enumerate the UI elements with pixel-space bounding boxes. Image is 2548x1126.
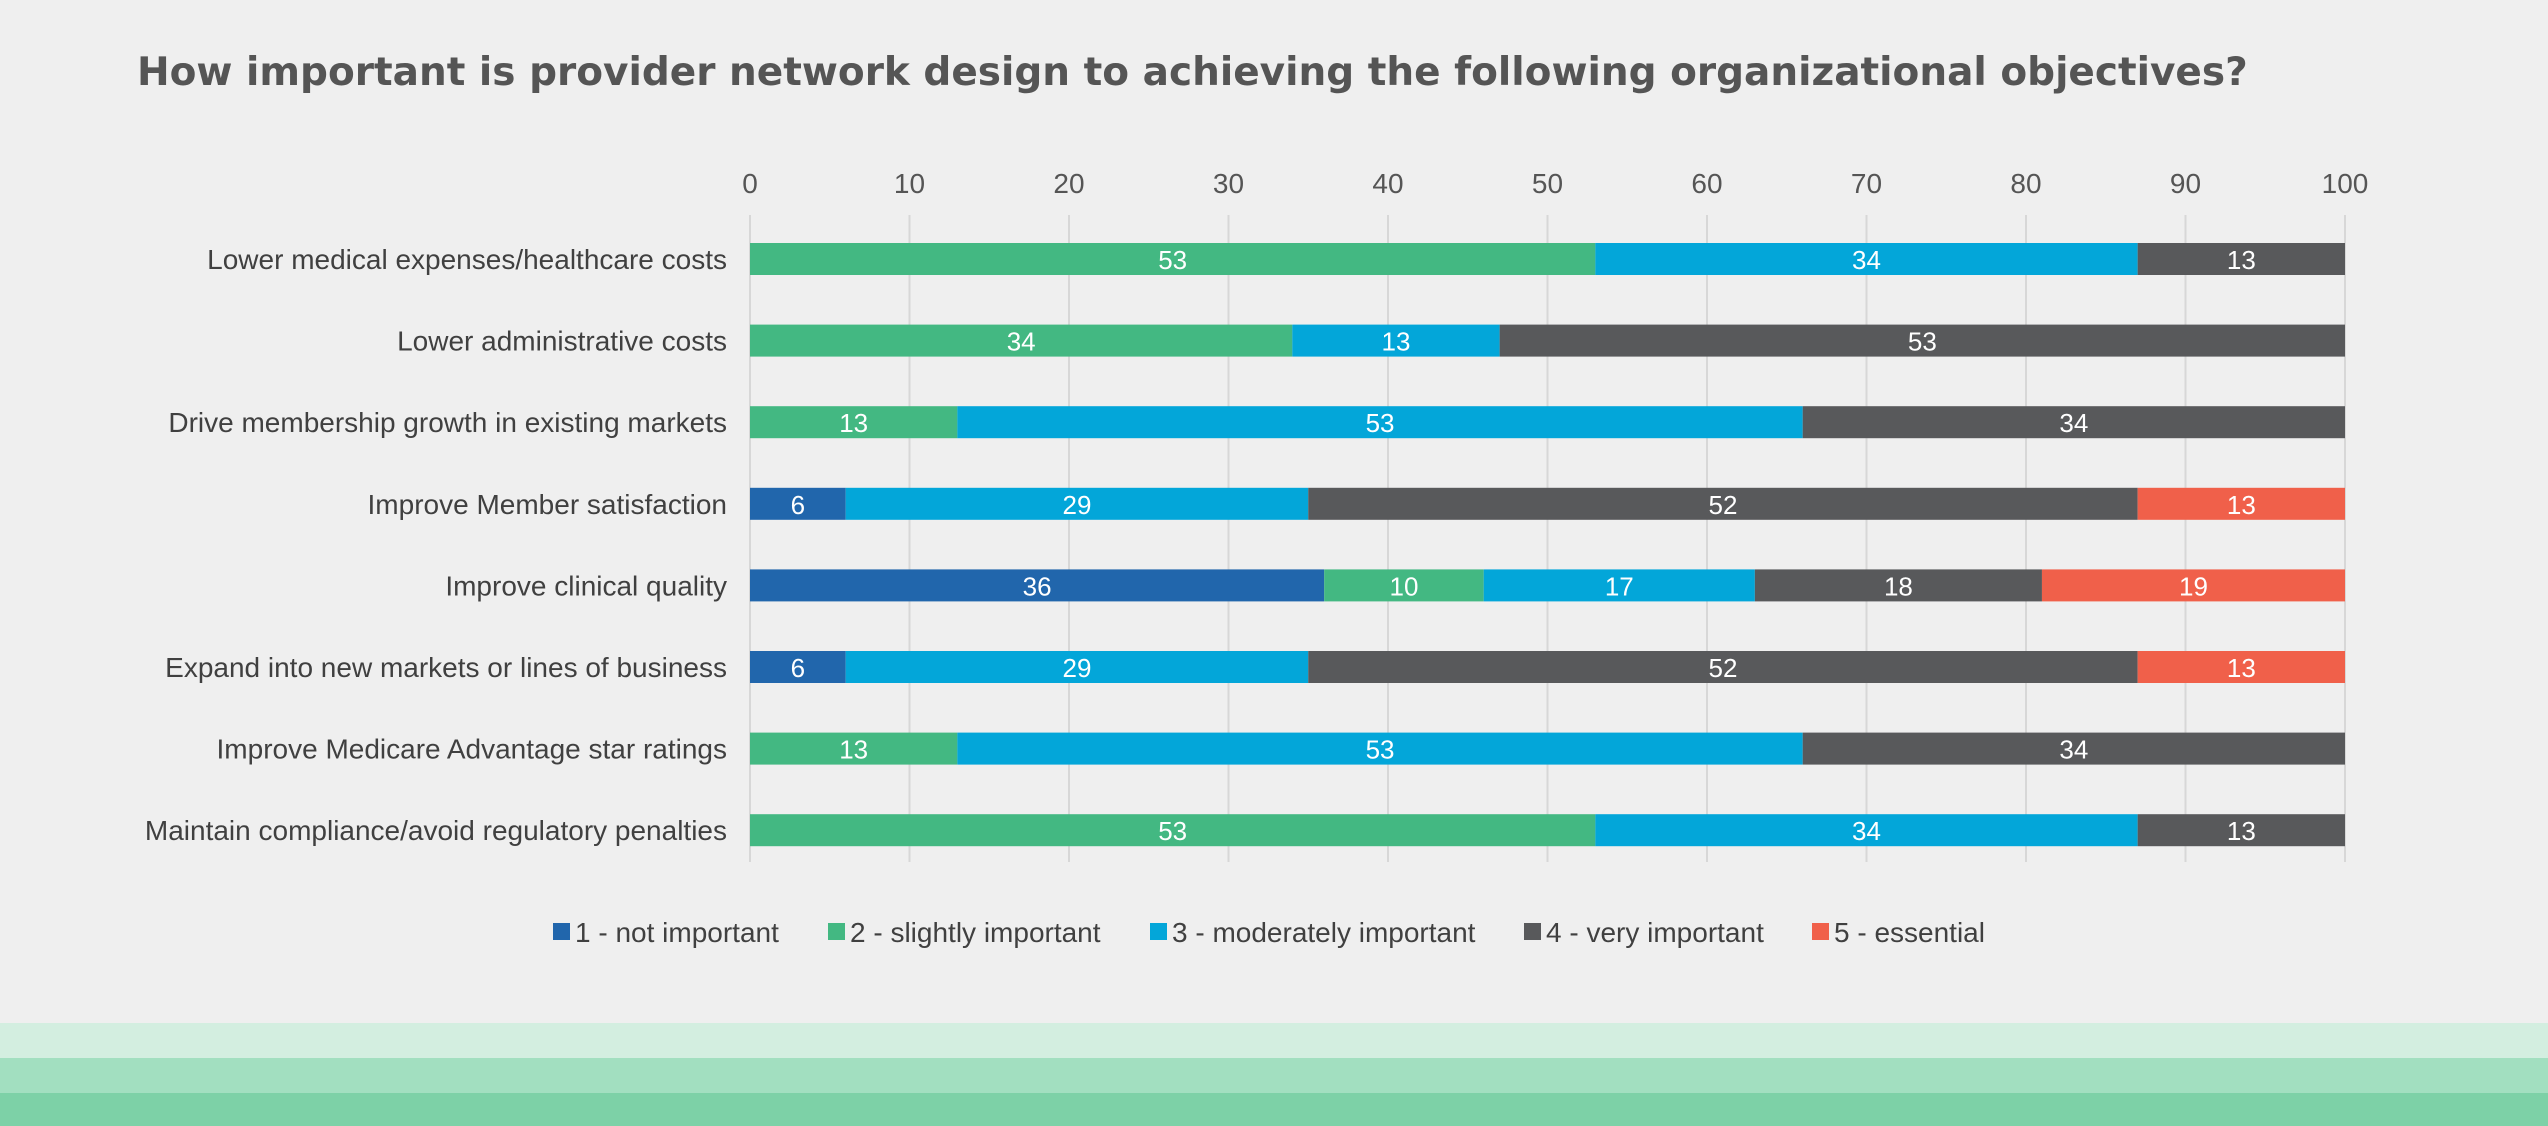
bar-segment [2137, 651, 2345, 683]
bar-segment [1292, 324, 1500, 357]
bar-segment [1308, 487, 2138, 520]
footer-band-dark [0, 1093, 2548, 1126]
legend-label: 5 - essential [1834, 917, 1985, 948]
legend-swatch [1812, 923, 1829, 940]
bar-segment [1595, 814, 2138, 847]
bar-segment [1754, 569, 2042, 602]
bar-segment [2137, 814, 2345, 847]
data-label: 13 [2227, 816, 2256, 846]
chart-title: How important is provider network design… [137, 50, 2248, 95]
x-tick-label: 50 [1532, 168, 1563, 199]
x-tick-label: 100 [2322, 168, 2369, 199]
legend-label: 3 - moderately important [1172, 917, 1476, 948]
bar-segment [750, 569, 1325, 602]
data-label: 53 [1908, 327, 1937, 357]
x-tick-label: 70 [1851, 168, 1882, 199]
data-label: 52 [1708, 653, 1737, 683]
data-label: 52 [1708, 490, 1737, 520]
legend-label: 2 - slightly important [850, 917, 1101, 948]
data-label: 19 [2179, 571, 2208, 601]
data-label: 53 [1366, 735, 1395, 765]
data-label: 13 [839, 408, 868, 438]
data-label: 34 [1007, 327, 1036, 357]
data-label: 34 [2059, 408, 2088, 438]
x-tick-label: 0 [742, 168, 758, 199]
legend-swatch [553, 923, 570, 940]
bar-segment [2041, 569, 2345, 602]
bar-segment [750, 406, 958, 439]
data-label: 13 [839, 735, 868, 765]
category-label: Improve clinical quality [445, 570, 727, 601]
legend-label: 4 - very important [1546, 917, 1764, 948]
footer-band-light [0, 1023, 2548, 1058]
data-label: 13 [2227, 245, 2256, 275]
legend: 1 - not important 2 - slightly important 3… [553, 917, 1985, 948]
data-label: 29 [1063, 490, 1092, 520]
gridlines [749, 215, 2346, 862]
bar-segment [1483, 569, 1755, 602]
legend-swatch [1150, 923, 1167, 940]
bar-segment [1308, 651, 2138, 683]
bar-segment [750, 732, 958, 765]
bar-segment [750, 324, 1293, 357]
data-label: 6 [791, 490, 805, 520]
data-label: 53 [1158, 816, 1187, 846]
x-axis-ticks: 0 10 20 30 40 50 60 70 80 90 100 [742, 168, 2368, 199]
legend-swatch [828, 923, 845, 940]
bar-segment [1595, 243, 2138, 275]
data-label: 13 [1382, 327, 1411, 357]
data-label: 36 [1023, 571, 1052, 601]
category-label: Expand into new markets or lines of busi… [165, 652, 727, 683]
category-label: Drive membership growth in existing mark… [168, 407, 727, 438]
bar-segment [845, 487, 1309, 520]
x-tick-label: 80 [2010, 168, 2041, 199]
legend-swatch [1524, 923, 1541, 940]
legend-label: 1 - not important [575, 917, 779, 948]
bar-segment [845, 651, 1309, 683]
bar-segment [957, 732, 1803, 765]
bar-segment [1802, 406, 2345, 439]
bar-segment [750, 487, 846, 520]
data-label: 18 [1884, 571, 1913, 601]
x-tick-label: 90 [2170, 168, 2201, 199]
data-label: 6 [791, 653, 805, 683]
x-tick-label: 60 [1691, 168, 1722, 199]
category-label: Lower administrative costs [397, 326, 727, 357]
bar-segment [750, 651, 846, 683]
x-tick-label: 20 [1053, 168, 1084, 199]
category-label: Improve Medicare Advantage star ratings [217, 734, 727, 765]
category-label: Improve Member satisfaction [368, 489, 727, 520]
category-label: Maintain compliance/avoid regulatory pen… [145, 815, 727, 846]
x-tick-label: 10 [894, 168, 925, 199]
bar-segment [2137, 243, 2345, 275]
data-label: 10 [1389, 571, 1418, 601]
data-label: 13 [2227, 490, 2256, 520]
bar-segment [1802, 732, 2345, 765]
category-label: Lower medical expenses/healthcare costs [207, 244, 727, 275]
data-label: 34 [2059, 735, 2088, 765]
data-label: 29 [1063, 653, 1092, 683]
category-labels: Lower medical expenses/healthcare costs L… [145, 244, 727, 846]
bar-segment [750, 814, 1596, 847]
x-tick-label: 30 [1213, 168, 1244, 199]
data-label: 53 [1366, 408, 1395, 438]
data-label: 34 [1852, 245, 1881, 275]
x-tick-label: 40 [1372, 168, 1403, 199]
data-label: 13 [2227, 653, 2256, 683]
data-label: 17 [1605, 571, 1634, 601]
bars: 53 34 13 34 13 53 13 53 34 6 29 52 13 36 10 17 18 19 6 29 52… [750, 243, 2345, 847]
data-label: 34 [1852, 816, 1881, 846]
bar-segment [1499, 324, 2345, 357]
bar-segment [1324, 569, 1484, 602]
bar-segment [957, 406, 1803, 439]
bar-segment [750, 243, 1596, 275]
footer-band-medium [0, 1058, 2548, 1093]
bar-segment [2137, 487, 2345, 520]
data-label: 53 [1158, 245, 1187, 275]
